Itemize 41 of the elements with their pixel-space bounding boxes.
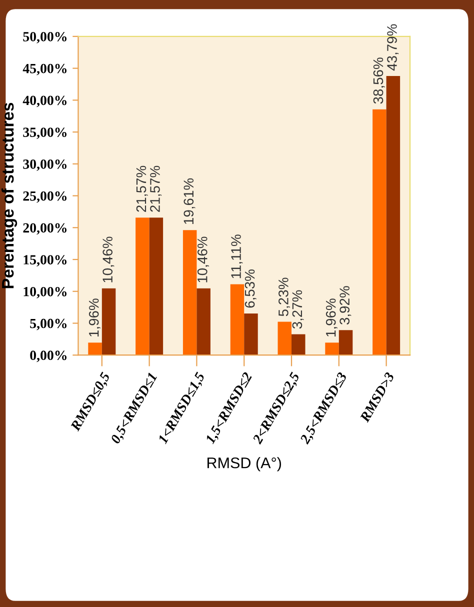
bar [182,230,197,356]
bar [325,342,339,356]
y-axis-title: Perentage of structures [1,102,18,288]
bar [88,342,102,356]
bar [372,109,386,356]
bar [136,218,150,356]
data-label: 43,79% [387,24,399,71]
data-label: 6,53% [244,269,256,308]
data-label: 11,11% [231,234,243,278]
data-label: 1,96% [326,298,338,336]
bar [196,288,210,356]
data-label: 10,46% [102,236,114,282]
data-label: 19,61% [184,178,196,224]
bar [292,334,306,356]
y-tick-label: 25,00% [23,191,66,203]
bar [102,288,116,356]
y-tick-label: 40,00% [22,96,66,108]
data-label: 38,56% [373,58,385,104]
y-tick-label: 10,00% [24,286,66,298]
y-tick-label: 50,00% [23,32,66,44]
data-label: 10,46% [197,236,209,282]
bar [149,218,164,356]
data-label: 5,23% [278,278,290,316]
data-label: 3,27% [292,290,304,329]
bar [386,76,400,356]
y-tick-label: 35,00% [23,128,66,139]
y-tick-label: 30,00% [23,159,66,171]
bar [338,330,353,356]
data-label: 21,57% [136,166,148,212]
y-tick-label: 5,00% [30,318,66,330]
x-axis-title: RMSD (A°) [208,457,282,472]
bar [230,284,244,356]
y-tick-label: 15,00% [24,255,66,266]
y-tick-label: 0,00% [30,350,66,362]
data-label: 1,96% [88,298,100,336]
bar [278,322,292,356]
y-tick-label: 45,00% [22,64,66,76]
data-label: 21,57% [150,166,162,212]
bar [244,313,258,356]
y-tick-label: 20,00% [23,223,66,235]
data-label: 3,92% [340,286,352,324]
